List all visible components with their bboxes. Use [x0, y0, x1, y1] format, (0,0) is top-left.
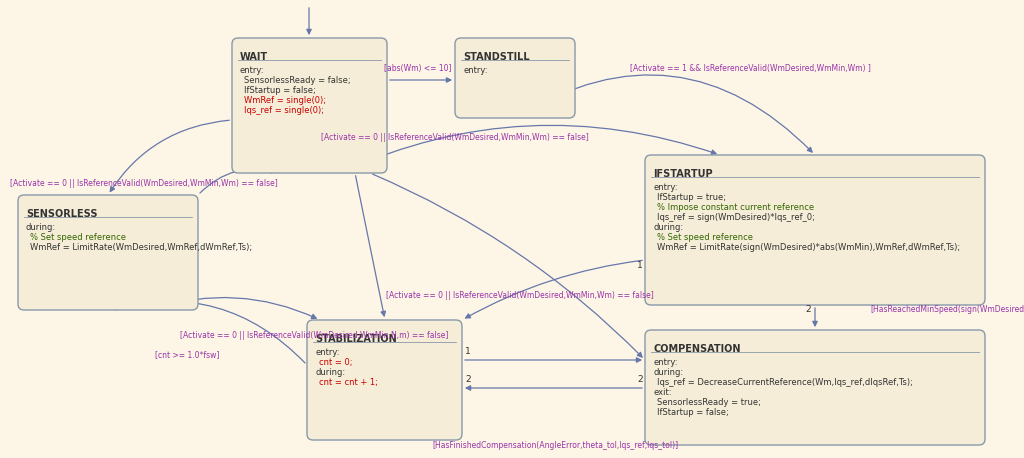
FancyBboxPatch shape — [307, 320, 462, 440]
FancyBboxPatch shape — [232, 38, 387, 173]
Text: STABILIZATION: STABILIZATION — [315, 334, 396, 344]
FancyBboxPatch shape — [18, 195, 198, 310]
Text: [Activate == 0 || IsReferenceValid(WmDesired,WmMin,Wm) == false]: [Activate == 0 || IsReferenceValid(WmDes… — [386, 291, 654, 300]
Text: entry:: entry: — [240, 66, 264, 75]
Text: 1: 1 — [637, 261, 643, 269]
Text: 2: 2 — [637, 376, 643, 385]
Text: during:: during: — [653, 223, 683, 232]
Text: Iqs_ref = single(0);: Iqs_ref = single(0); — [244, 106, 324, 115]
Text: 2: 2 — [465, 376, 471, 385]
Text: exit:: exit: — [653, 388, 672, 397]
FancyBboxPatch shape — [645, 330, 985, 445]
Text: [HasReachedMinSpeed(sign(WmDesired)*abs(WmMin),WmRef]: [HasReachedMinSpeed(sign(WmDesired)*abs(… — [870, 305, 1024, 315]
Text: % Set speed reference: % Set speed reference — [657, 233, 753, 242]
Text: SensorlessReady = true;: SensorlessReady = true; — [657, 398, 761, 407]
Text: [cnt >= 1.0*fsw]: [cnt >= 1.0*fsw] — [155, 350, 219, 360]
Text: [Activate == 0 || IsReferenceValid(WmDesired,WmMin,N,m) == false]: [Activate == 0 || IsReferenceValid(WmDes… — [180, 331, 449, 339]
Text: % Set speed reference: % Set speed reference — [30, 233, 126, 242]
Text: Iqs_ref = sign(WmDesired)*Iqs_ref_0;: Iqs_ref = sign(WmDesired)*Iqs_ref_0; — [657, 213, 815, 222]
Text: WmRef = single(0);: WmRef = single(0); — [244, 96, 326, 105]
Text: [Activate == 0 || IsReferenceValid(WmDesired,WmMin,Wm) == false]: [Activate == 0 || IsReferenceValid(WmDes… — [322, 133, 589, 142]
Text: entry:: entry: — [653, 358, 678, 367]
Text: WAIT: WAIT — [240, 52, 268, 62]
Text: cnt = cnt + 1;: cnt = cnt + 1; — [319, 378, 378, 387]
Text: cnt = 0;: cnt = 0; — [319, 358, 352, 367]
Text: SENSORLESS: SENSORLESS — [26, 209, 97, 219]
Text: [abs(Wm) <= 10]: [abs(Wm) <= 10] — [384, 64, 452, 72]
Text: entry:: entry: — [463, 66, 487, 75]
FancyBboxPatch shape — [645, 155, 985, 305]
Text: % Impose constant current reference: % Impose constant current reference — [657, 203, 814, 212]
Text: IfStartup = false;: IfStartup = false; — [657, 408, 729, 417]
Text: [Activate == 0 || IsReferenceValid(WmDesired,WmMin,Wm) == false]: [Activate == 0 || IsReferenceValid(WmDes… — [10, 179, 278, 187]
FancyBboxPatch shape — [455, 38, 575, 118]
Text: IFSTARTUP: IFSTARTUP — [653, 169, 713, 179]
Text: IfStartup = true;: IfStartup = true; — [657, 193, 726, 202]
Text: WmRef = LimitRate(WmDesired,WmRef,dWmRef,Ts);: WmRef = LimitRate(WmDesired,WmRef,dWmRef… — [30, 243, 252, 252]
Text: WmRef = LimitRate(sign(WmDesired)*abs(WmMin),WmRef,dWmRef,Ts);: WmRef = LimitRate(sign(WmDesired)*abs(Wm… — [657, 243, 961, 252]
Text: IfStartup = false;: IfStartup = false; — [244, 86, 315, 95]
Text: COMPENSATION: COMPENSATION — [653, 344, 740, 354]
Text: Iqs_ref = DecreaseCurrentReference(Wm,Iqs_ref,dIqsRef,Ts);: Iqs_ref = DecreaseCurrentReference(Wm,Iq… — [657, 378, 912, 387]
Text: 2: 2 — [805, 305, 811, 315]
Text: during:: during: — [315, 368, 345, 377]
Text: during:: during: — [26, 223, 56, 232]
Text: [Activate == 1 && IsReferenceValid(WmDesired,WmMin,Wm) ]: [Activate == 1 && IsReferenceValid(WmDes… — [630, 64, 870, 72]
Text: during:: during: — [653, 368, 683, 377]
Text: STANDSTILL: STANDSTILL — [463, 52, 529, 62]
Text: entry:: entry: — [653, 183, 678, 192]
Text: entry:: entry: — [315, 348, 340, 357]
Text: 1: 1 — [465, 348, 471, 356]
Text: [HasFinishedCompensation(AngleError,theta_tol,Iqs_ref,Iqs_tol)]: [HasFinishedCompensation(AngleError,thet… — [432, 441, 678, 449]
Text: SensorlessReady = false;: SensorlessReady = false; — [244, 76, 350, 85]
